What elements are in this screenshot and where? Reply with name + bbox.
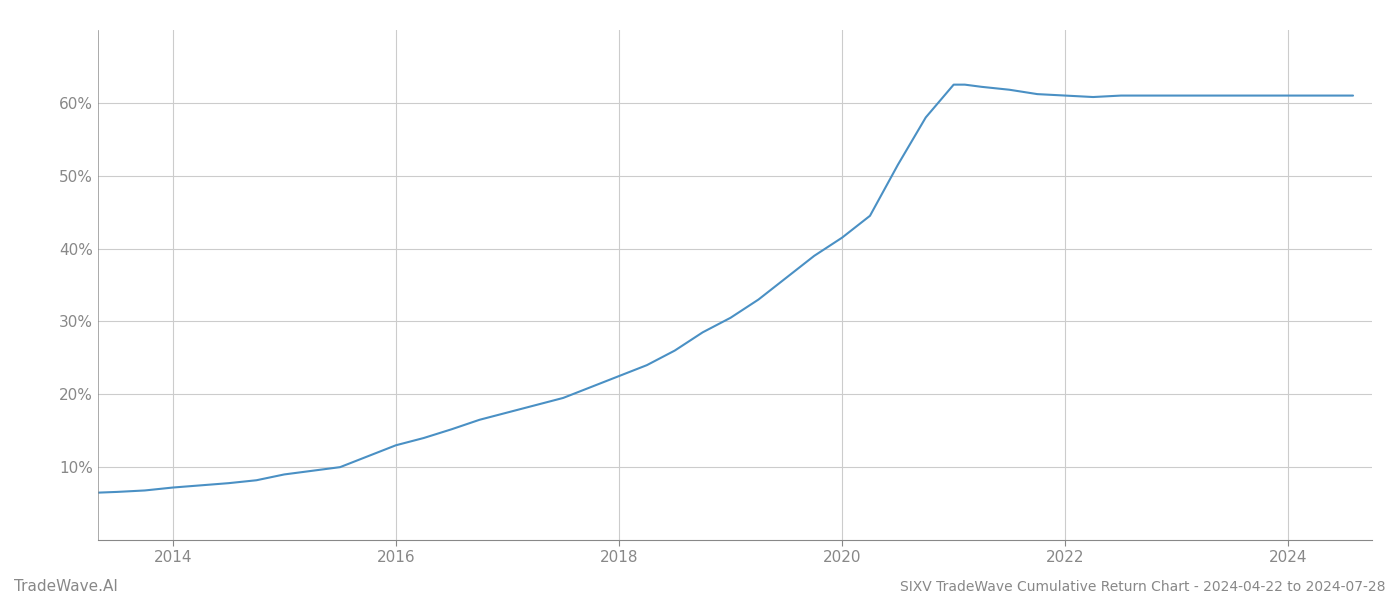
Text: SIXV TradeWave Cumulative Return Chart - 2024-04-22 to 2024-07-28: SIXV TradeWave Cumulative Return Chart -… [900,580,1386,594]
Text: TradeWave.AI: TradeWave.AI [14,579,118,594]
